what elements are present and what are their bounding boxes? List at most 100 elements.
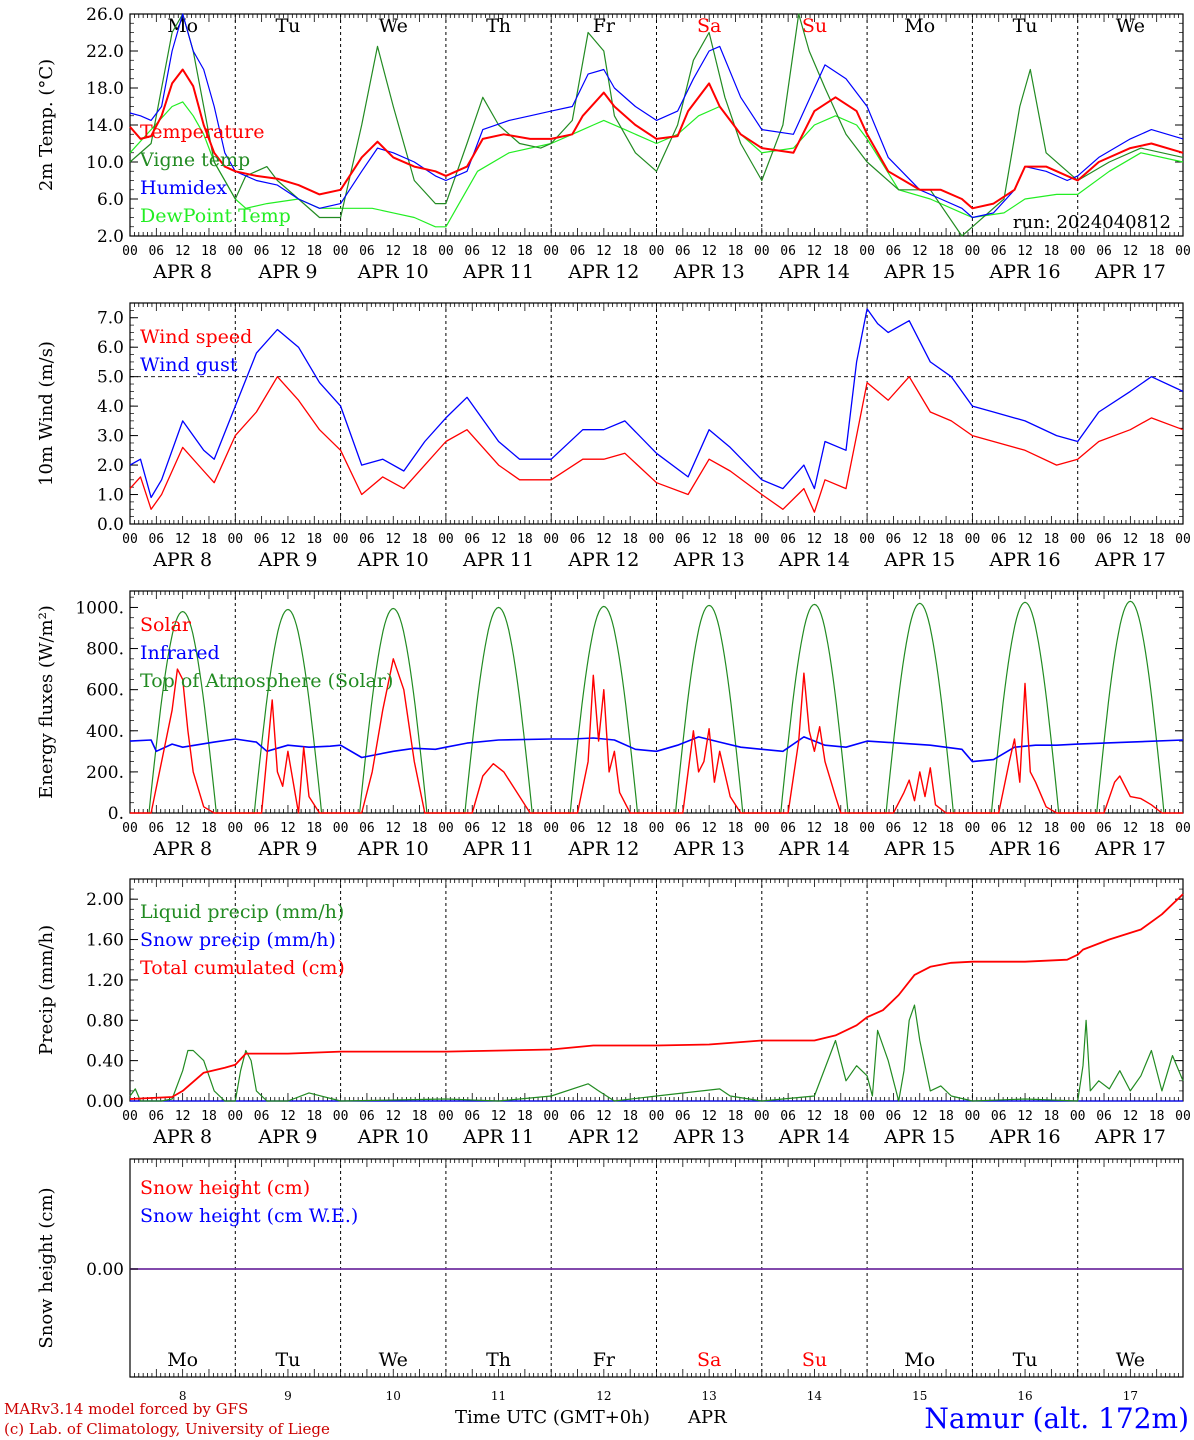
hour-label: 06 [780,532,796,547]
hour-label: 18 [412,532,428,547]
y-tick-label: 14.0 [86,116,124,136]
hour-label: 06 [675,244,691,259]
credit-line-1: MARv3.14 model forced by GFS [4,1400,248,1418]
hour-label: 18 [517,821,533,836]
date-label: APR 12 [567,549,639,571]
hour-label: 18 [728,821,744,836]
hour-label: 06 [359,1109,375,1124]
hour-label: 00 [859,532,875,547]
hour-label: 00 [227,1109,243,1124]
date-label: APR 14 [778,838,850,860]
hour-label: 12 [1017,532,1033,547]
series-wind_speed [129,376,1184,513]
y-tick-label: 18.0 [86,79,124,99]
series-vigne [129,13,1184,237]
legend-entry: Vigne temp [139,149,250,171]
hour-label: 00 [122,532,138,547]
y-tick-label: 0.0 [97,515,124,535]
hour-label: 12 [385,244,401,259]
hour-label: 12 [1123,1109,1139,1124]
date-label: APR 9 [257,261,317,283]
hour-label: 12 [807,532,823,547]
hour-label: 12 [596,1109,612,1124]
hour-label: 06 [991,532,1007,547]
y-tick-label: 0. [108,804,124,824]
legend-entry: Liquid precip (mm/h) [140,901,344,923]
y-tick-label: 1.60 [86,931,124,951]
hour-label: 06 [886,244,902,259]
date-label: APR 14 [778,1126,850,1148]
hour-label: 12 [701,532,717,547]
date-label: APR 12 [567,1126,639,1148]
date-label: APR 8 [152,549,212,571]
hour-label: 18 [306,244,322,259]
hour-label: 12 [385,1109,401,1124]
hour-label: 12 [280,1109,296,1124]
hour-label: 00 [1070,1109,1086,1124]
hour-label: 00 [649,532,665,547]
hour-label: 06 [570,532,586,547]
snow-panel: 0.00 Snow height (cm) Snow height (cm) Snow… [36,1158,1184,1403]
y-tick-label: 7.0 [97,309,124,329]
hour-label: 00 [438,1109,454,1124]
hour-label: 00 [227,532,243,547]
y-tick-label: 0.00 [86,1260,124,1280]
hour-label: 00 [965,244,981,259]
weekday-label: Th [486,1349,511,1371]
hour-label: 00 [543,532,559,547]
hour-label: 00 [965,532,981,547]
date-label: APR 14 [778,549,850,571]
y-tick-label: 3.0 [97,427,124,447]
date-label: APR 11 [462,1126,534,1148]
hour-label: 00 [333,244,349,259]
hour-label: 12 [1123,532,1139,547]
hour-label: 06 [780,1109,796,1124]
y-axis-label: 2m Temp. (°C) [36,59,57,191]
y-tick-label: 0.00 [86,1092,124,1112]
hour-label: 00 [1175,821,1191,836]
hour-label: 18 [412,244,428,259]
hour-label: 12 [701,244,717,259]
hour-label: 12 [491,244,507,259]
precip-panel: 0.00 0.40 0.80 1.20 1.60 2.00 Precip (mm/h) Liq… [36,878,1191,1148]
weekday-label: We [379,15,408,37]
hour-label: 12 [807,821,823,836]
hour-label: 18 [201,1109,217,1124]
hour-label: 00 [438,532,454,547]
y-tick-label: 1.20 [86,971,124,991]
hour-label: 00 [543,821,559,836]
hour-label: 06 [148,821,164,836]
hour-label: 00 [859,1109,875,1124]
hour-label: 12 [280,821,296,836]
hour-label: 00 [543,244,559,259]
legend-entry: Snow height (cm W.E.) [140,1205,358,1227]
hour-label: 18 [1149,532,1165,547]
date-label: APR 16 [989,261,1061,283]
day-number-label: 17 [1123,1389,1138,1403]
hour-label: 06 [991,1109,1007,1124]
hour-label: 06 [254,532,270,547]
hour-label: 12 [1017,1109,1033,1124]
date-label: APR 13 [673,261,745,283]
hour-label: 06 [886,821,902,836]
y-axis-label: Precip (mm/h) [36,925,57,1055]
hour-label: 12 [912,821,928,836]
hour-label: 18 [938,244,954,259]
hour-label: 06 [570,1109,586,1124]
hour-label: 12 [1017,244,1033,259]
month-label: APR [687,1407,727,1428]
hour-label: 00 [754,532,770,547]
hour-label: 18 [938,1109,954,1124]
y-axis-label: Snow height (cm) [36,1187,57,1348]
hour-label: 06 [780,821,796,836]
date-label: APR 17 [1094,549,1166,571]
day-number-label: 14 [807,1389,823,1403]
weekday-label: Su [802,15,827,37]
y-tick-label: 0.80 [86,1011,124,1031]
hour-label: 18 [1149,821,1165,836]
hour-label: 18 [1044,1109,1060,1124]
hour-label: 06 [464,1109,480,1124]
legend-entry: DewPoint Temp [140,205,291,227]
hour-label: 18 [412,821,428,836]
hour-label: 18 [833,532,849,547]
